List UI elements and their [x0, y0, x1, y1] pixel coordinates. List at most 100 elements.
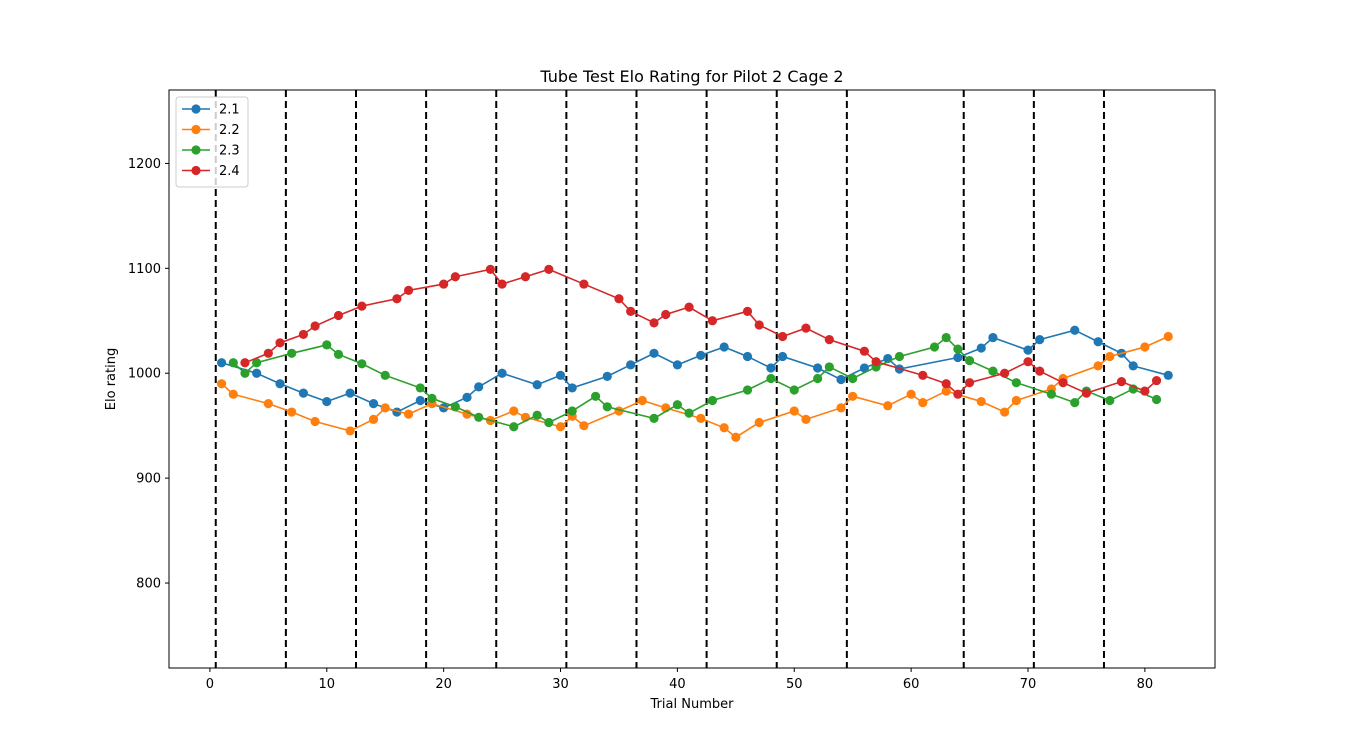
- data-point: [252, 358, 262, 368]
- legend-swatch-marker: [191, 165, 201, 176]
- data-point: [368, 414, 379, 424]
- data-point: [263, 399, 273, 409]
- data-point: [380, 403, 390, 413]
- data-point: [579, 279, 589, 289]
- data-point: [1058, 378, 1068, 388]
- data-point: [1023, 345, 1033, 355]
- data-point: [1011, 395, 1021, 406]
- x-tick-label: 80: [1137, 677, 1154, 692]
- data-point: [1140, 342, 1150, 352]
- x-axis: 0 10 20 30 40 50 60 70 80: [206, 668, 1153, 692]
- x-tick-label: 30: [552, 677, 569, 692]
- data-point: [1070, 325, 1080, 335]
- data-point: [953, 352, 963, 363]
- legend-label: 2.2: [219, 123, 240, 138]
- x-axis-label: Trial Number: [650, 697, 735, 712]
- data-point: [824, 362, 834, 372]
- y-tick-label: 1100: [128, 262, 161, 277]
- x-tick-label: 0: [206, 677, 214, 692]
- chart-title: Tube Test Elo Rating for Pilot 2 Cage 2: [539, 67, 843, 86]
- data-point: [976, 343, 986, 353]
- x-tick-label: 70: [1020, 677, 1037, 692]
- y-tick-label: 800: [136, 577, 161, 592]
- x-tick-label: 10: [319, 677, 336, 692]
- data-point: [813, 373, 823, 384]
- data-point: [485, 264, 495, 274]
- data-point: [462, 392, 472, 402]
- data-point: [754, 320, 764, 330]
- data-point: [777, 331, 788, 342]
- data-point: [333, 310, 344, 321]
- data-point: [579, 421, 589, 431]
- data-point: [789, 406, 799, 416]
- series-2.2: [216, 331, 1173, 442]
- data-point: [590, 391, 601, 401]
- data-point: [532, 380, 542, 390]
- data-point: [298, 329, 309, 340]
- data-point: [649, 318, 659, 328]
- data-point: [1023, 357, 1033, 367]
- data-point: [1105, 351, 1115, 362]
- data-point: [684, 302, 694, 312]
- y-axis-label: Elo rating: [104, 348, 119, 410]
- data-point: [357, 359, 367, 369]
- legend-label: 2.1: [219, 103, 240, 118]
- data-point: [298, 388, 309, 398]
- data-point: [719, 423, 729, 433]
- x-tick-label: 20: [435, 677, 452, 692]
- data-point: [707, 395, 718, 406]
- data-point: [742, 351, 753, 362]
- x-tick-label: 40: [669, 677, 686, 692]
- data-point: [450, 272, 460, 282]
- data-point: [918, 398, 928, 408]
- y-axis: 800 900 1000 1100 1200: [128, 157, 169, 592]
- data-point: [415, 395, 425, 406]
- data-point: [439, 279, 449, 289]
- data-point: [555, 370, 566, 380]
- data-point: [906, 389, 916, 399]
- data-point: [1128, 361, 1138, 371]
- data-point: [497, 368, 507, 378]
- data-point: [310, 416, 320, 427]
- y-tick-label: 1200: [128, 157, 161, 172]
- data-point: [1105, 395, 1115, 406]
- data-point: [824, 335, 834, 345]
- data-point: [801, 323, 811, 333]
- data-point: [871, 357, 881, 367]
- data-point: [287, 407, 297, 417]
- data-point: [696, 350, 706, 360]
- data-point: [520, 272, 531, 282]
- plot-area: [214, 90, 1173, 668]
- legend-item: 2.1: [182, 103, 240, 118]
- data-point: [1093, 337, 1103, 347]
- data-point: [1081, 388, 1092, 398]
- legend-item: 2.4: [182, 164, 240, 179]
- data-point: [637, 395, 647, 406]
- data-point: [474, 382, 484, 392]
- data-point: [626, 306, 636, 316]
- data-point: [859, 363, 869, 373]
- legend-item: 2.3: [182, 144, 240, 159]
- data-point: [345, 426, 355, 436]
- data-point: [345, 388, 355, 398]
- data-point: [848, 391, 858, 401]
- data-point: [216, 379, 227, 389]
- data-point: [532, 410, 542, 420]
- y-tick-label: 1000: [128, 367, 161, 382]
- data-point: [1070, 398, 1080, 408]
- series-2.1: [216, 325, 1173, 417]
- data-point: [649, 413, 659, 423]
- data-point: [1151, 375, 1162, 386]
- data-point: [813, 363, 823, 373]
- data-point: [836, 374, 846, 385]
- data-point: [707, 316, 718, 326]
- data-point: [672, 400, 682, 410]
- data-point: [614, 294, 624, 304]
- x-tick-label: 50: [786, 677, 803, 692]
- data-point: [626, 360, 636, 370]
- data-point: [544, 264, 554, 274]
- data-point: [1163, 331, 1173, 342]
- data-point: [976, 396, 986, 407]
- data-point: [941, 379, 951, 389]
